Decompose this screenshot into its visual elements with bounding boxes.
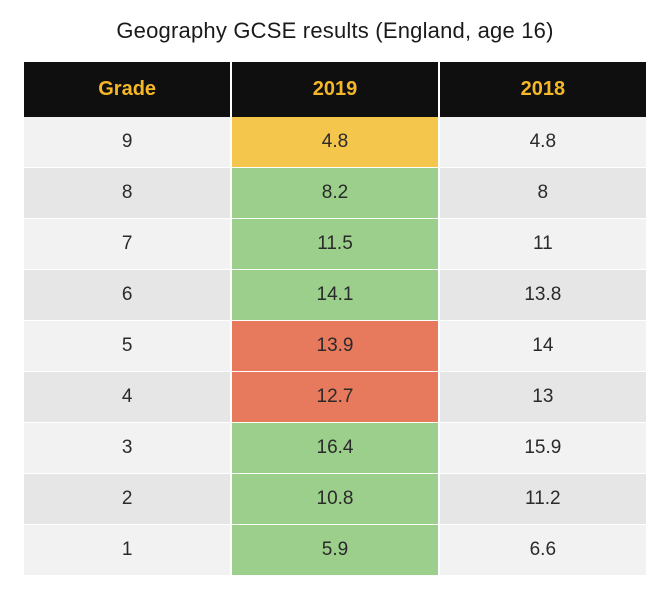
cell-2018: 8: [439, 168, 646, 219]
cell-2019: 13.9: [231, 321, 438, 372]
cell-grade: 9: [24, 117, 231, 168]
cell-2019: 11.5: [231, 219, 438, 270]
cell-grade: 2: [24, 474, 231, 525]
cell-2018: 6.6: [439, 525, 646, 576]
table-row: 210.811.2: [24, 474, 646, 525]
table-row: 94.84.8: [24, 117, 646, 168]
table-row: 88.28: [24, 168, 646, 219]
col-header-2019: 2019: [231, 62, 438, 117]
cell-grade: 3: [24, 423, 231, 474]
cell-2018: 14: [439, 321, 646, 372]
table-row: 316.415.9: [24, 423, 646, 474]
col-header-2018: 2018: [439, 62, 646, 117]
cell-2018: 11: [439, 219, 646, 270]
cell-grade: 4: [24, 372, 231, 423]
cell-2019: 12.7: [231, 372, 438, 423]
cell-grade: 8: [24, 168, 231, 219]
table-row: 412.713: [24, 372, 646, 423]
table-row: 15.96.6: [24, 525, 646, 576]
cell-2018: 4.8: [439, 117, 646, 168]
cell-2019: 4.8: [231, 117, 438, 168]
table-row: 513.914: [24, 321, 646, 372]
chart-title: Geography GCSE results (England, age 16): [24, 18, 646, 44]
cell-2018: 15.9: [439, 423, 646, 474]
results-table: Grade 2019 2018 94.84.888.28711.511614.1…: [24, 62, 646, 576]
cell-grade: 7: [24, 219, 231, 270]
cell-2019: 8.2: [231, 168, 438, 219]
cell-2019: 10.8: [231, 474, 438, 525]
cell-2019: 16.4: [231, 423, 438, 474]
cell-grade: 1: [24, 525, 231, 576]
table-header-row: Grade 2019 2018: [24, 62, 646, 117]
table-row: 711.511: [24, 219, 646, 270]
col-header-grade: Grade: [24, 62, 231, 117]
table-row: 614.113.8: [24, 270, 646, 321]
cell-2019: 14.1: [231, 270, 438, 321]
cell-2018: 13.8: [439, 270, 646, 321]
cell-2018: 13: [439, 372, 646, 423]
cell-2019: 5.9: [231, 525, 438, 576]
cell-grade: 5: [24, 321, 231, 372]
cell-grade: 6: [24, 270, 231, 321]
cell-2018: 11.2: [439, 474, 646, 525]
